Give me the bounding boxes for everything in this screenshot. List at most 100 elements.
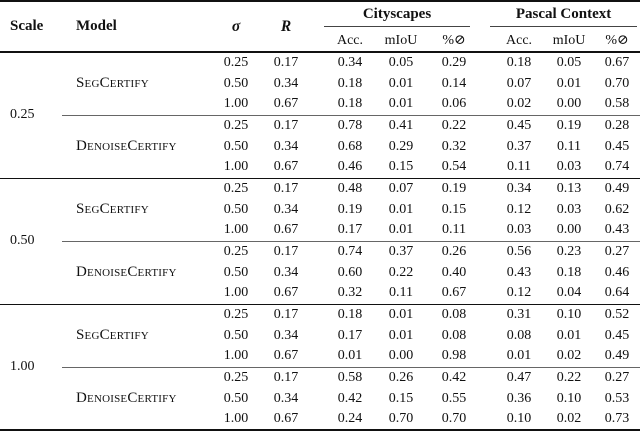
header-row-metrics: Acc. mIoU %⊘ Acc. mIoU %⊘ [0, 28, 640, 52]
sigma-cell: 1.00 [223, 222, 249, 238]
miou-cell: 0.00 [556, 96, 582, 112]
acc-cell: 0.19 [337, 201, 363, 217]
abstain-cell: 0.49 [594, 177, 640, 199]
table-row: 1.00 0.67 0.46 0.15 0.54 0.11 0.03 0.74 [0, 157, 640, 178]
miou-cell: 0.01 [556, 75, 582, 91]
cityscapes-acc-header: Acc. [336, 32, 364, 48]
miou-cell: 0.05 [374, 51, 428, 73]
miou-cell: 0.10 [544, 303, 595, 325]
acc-cell: 0.07 [506, 75, 532, 91]
table-row: 0.25 SegCertify 0.25 0.17 0.34 0.05 0.29… [0, 51, 640, 178]
miou-cell: 0.01 [556, 327, 582, 343]
table-body: 0.25 SegCertify 0.25 0.17 0.34 0.05 0.29… [0, 51, 640, 430]
sigma-cell: 0.50 [223, 327, 249, 343]
acc-cell: 0.18 [337, 96, 363, 112]
model-cell: SegCertify [62, 51, 210, 115]
abstain-cell: 0.45 [604, 327, 630, 343]
radius-column-header: R [280, 17, 292, 35]
acc-cell: 0.42 [337, 390, 363, 406]
acc-cell: 0.31 [480, 303, 545, 325]
radius-cell: 0.17 [262, 303, 310, 325]
table-row: 1.00 0.67 0.24 0.70 0.70 0.10 0.02 0.73 [0, 409, 640, 430]
abstain-cell: 0.08 [441, 327, 467, 343]
acc-cell: 0.24 [337, 411, 363, 426]
abstain-cell: 0.49 [604, 348, 630, 364]
miou-cell: 0.01 [388, 201, 414, 217]
abstain-cell: 0.67 [594, 51, 640, 73]
pascal-context-group-header: Pascal Context [480, 1, 640, 28]
miou-cell: 0.01 [388, 75, 414, 91]
miou-cell: 0.00 [556, 222, 582, 238]
radius-cell: 0.67 [273, 159, 299, 175]
sigma-cell: 0.25 [210, 114, 262, 136]
cityscapes-miou-header: mIoU [384, 32, 418, 48]
abstain-cell: 0.19 [428, 177, 481, 199]
acc-cell: 0.18 [337, 75, 363, 91]
acc-cell: 0.74 [310, 240, 374, 262]
miou-cell: 0.01 [388, 327, 414, 343]
miou-cell: 0.05 [544, 51, 595, 73]
table-row: 1.00 0.67 0.32 0.11 0.67 0.12 0.04 0.64 [0, 283, 640, 304]
model-cell: DenoiseCertify [62, 114, 210, 178]
table-row: 0.50 0.34 0.17 0.01 0.08 0.08 0.01 0.45 [0, 325, 640, 346]
abstain-cell: 0.73 [604, 411, 630, 426]
miou-cell: 0.23 [544, 240, 595, 262]
acc-cell: 0.68 [337, 138, 363, 154]
acc-cell: 0.34 [310, 51, 374, 73]
abstain-cell: 0.40 [441, 264, 467, 280]
abstain-cell: 0.14 [441, 75, 467, 91]
model-cell: SegCertify [62, 303, 210, 367]
acc-cell: 0.60 [337, 264, 363, 280]
scale-cell: 0.50 [0, 177, 62, 304]
miou-cell: 0.26 [374, 366, 428, 388]
cityscapes-group-header: Cityscapes [310, 1, 480, 28]
abstain-cell: 0.11 [442, 222, 466, 238]
sigma-cell: 1.00 [223, 348, 249, 364]
abstain-cell: 0.27 [594, 240, 640, 262]
acc-cell: 0.18 [480, 51, 545, 73]
table-header: Scale Model σ R Cityscapes Pascal Contex… [0, 1, 640, 52]
abstain-cell: 0.70 [441, 411, 467, 426]
miou-cell: 0.18 [556, 264, 582, 280]
sigma-cell: 1.00 [223, 96, 249, 112]
radius-cell: 0.17 [262, 366, 310, 388]
model-cell: DenoiseCertify [62, 240, 210, 304]
acc-cell: 0.17 [337, 222, 363, 238]
sigma-cell: 0.50 [223, 201, 249, 217]
abstain-cell: 0.67 [441, 285, 467, 301]
table-row: 1.00 SegCertify 0.25 0.17 0.18 0.01 0.08… [0, 303, 640, 430]
table-row: 0.50 0.34 0.18 0.01 0.14 0.07 0.01 0.70 [0, 73, 640, 94]
sigma-cell: 1.00 [223, 285, 249, 301]
miou-cell: 0.22 [388, 264, 414, 280]
model-cell: DenoiseCertify [62, 366, 210, 430]
abstain-cell: 0.74 [604, 159, 630, 175]
miou-cell: 0.04 [556, 285, 582, 301]
abstain-cell: 0.46 [604, 264, 630, 280]
acc-cell: 0.08 [506, 327, 532, 343]
abstain-cell: 0.62 [604, 201, 630, 217]
radius-cell: 0.17 [262, 51, 310, 73]
acc-cell: 0.46 [337, 159, 363, 175]
abstain-cell: 0.70 [604, 75, 630, 91]
cityscapes-group-label: Cityscapes [324, 6, 471, 27]
miou-cell: 0.70 [388, 411, 414, 426]
miou-cell: 0.22 [544, 366, 595, 388]
abstain-cell: 0.53 [604, 390, 630, 406]
miou-cell: 0.03 [556, 201, 582, 217]
acc-cell: 0.48 [310, 177, 374, 199]
sigma-cell: 0.25 [210, 240, 262, 262]
sigma-cell: 0.50 [223, 138, 249, 154]
radius-cell: 0.34 [273, 264, 299, 280]
acc-cell: 0.17 [337, 327, 363, 343]
pascal-acc-header: Acc. [506, 32, 533, 48]
miou-cell: 0.00 [388, 348, 414, 364]
sigma-cell: 0.25 [210, 366, 262, 388]
sigma-cell: 1.00 [223, 411, 249, 426]
radius-cell: 0.34 [273, 390, 299, 406]
table-row: 0.50 0.34 0.42 0.15 0.55 0.36 0.10 0.53 [0, 388, 640, 409]
acc-cell: 0.11 [507, 159, 532, 175]
scale-cell: 0.25 [0, 51, 62, 178]
abstain-cell: 0.32 [441, 138, 467, 154]
